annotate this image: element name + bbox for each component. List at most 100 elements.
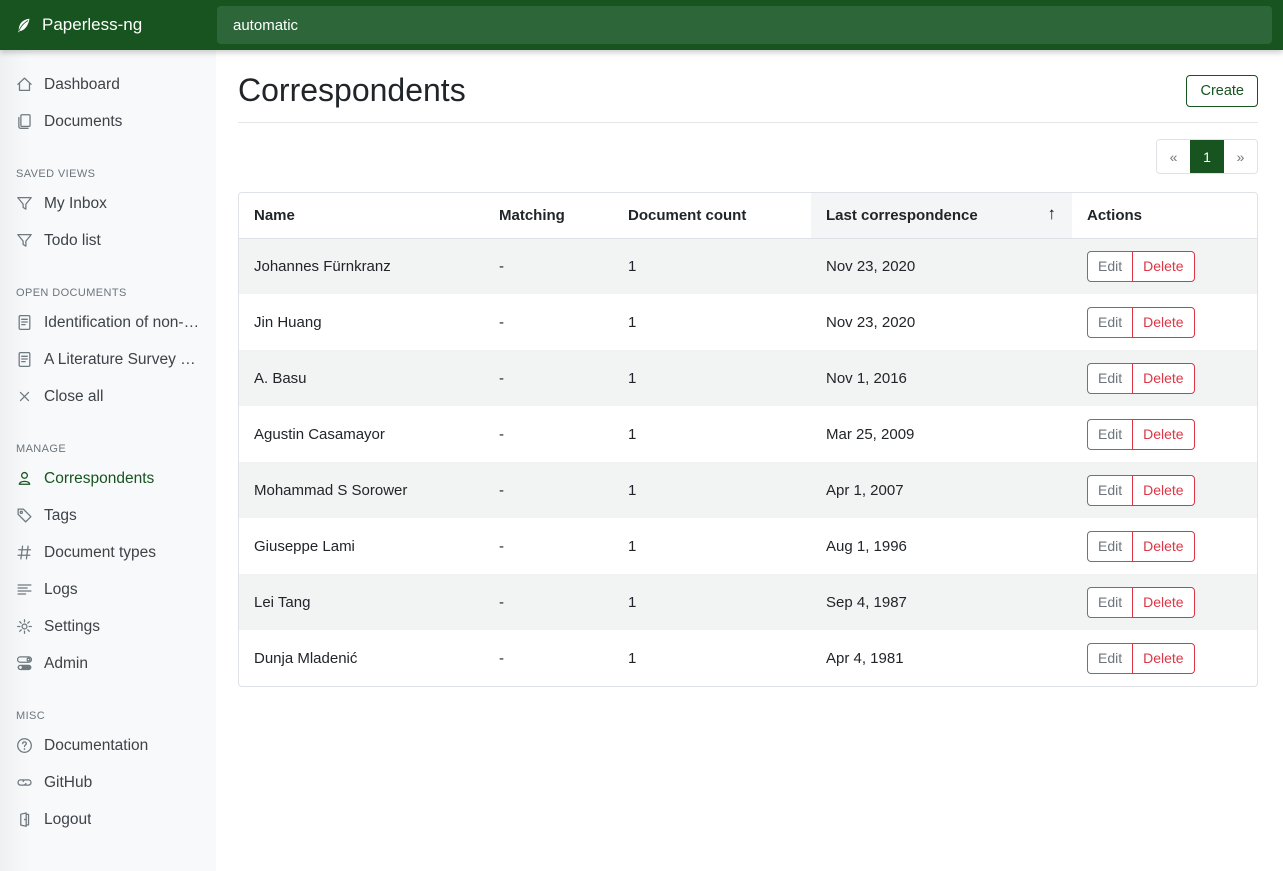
sidebar-item-logout[interactable]: Logout: [0, 801, 216, 838]
column-header-count[interactable]: Document count: [613, 193, 811, 239]
sidebar-item-documentation[interactable]: Documentation: [0, 727, 216, 764]
cell-last-correspondence: Nov 23, 2020: [826, 257, 916, 275]
cell-name: Dunja Mladenić: [254, 649, 358, 667]
cell-actions: Edit Delete: [1072, 574, 1257, 630]
sidebar-item-open-document-1[interactable]: Identification of non-fu...: [0, 304, 216, 341]
tag-icon: [16, 507, 33, 524]
sidebar-item-label: Documents: [44, 112, 123, 130]
app-brand-label: Paperless-ng: [42, 15, 143, 34]
cell-last-correspondence: Mar 25, 2009: [826, 425, 915, 443]
sidebar-item-label: Identification of non-fu...: [44, 313, 200, 331]
sidebar-item-label: Tags: [44, 506, 77, 524]
logs-icon: [16, 581, 33, 598]
app-brand[interactable]: Paperless-ng: [0, 15, 216, 35]
door-icon: [16, 811, 33, 828]
cell-actions: Edit Delete: [1072, 630, 1257, 686]
cell-document-count: 1: [628, 649, 637, 667]
edit-button[interactable]: Edit: [1087, 418, 1134, 450]
cell-document-count: 1: [628, 537, 637, 555]
cell-actions: Edit Delete: [1072, 294, 1257, 350]
sidebar-item-logs[interactable]: Logs: [0, 571, 216, 608]
cell-actions: Edit Delete: [1072, 350, 1257, 406]
column-header-name[interactable]: Name: [239, 193, 484, 239]
edit-button[interactable]: Edit: [1087, 250, 1134, 282]
pagination-page-1[interactable]: 1: [1190, 140, 1224, 173]
cell-matching: -: [499, 481, 504, 499]
row-actions-group: Edit Delete: [1087, 418, 1195, 450]
edit-button[interactable]: Edit: [1087, 306, 1134, 338]
table-body: Johannes Fürnkranz -1 Nov 23, 2020 Edit Dele…: [239, 238, 1257, 686]
sidebar-item-my-inbox[interactable]: My Inbox: [0, 185, 216, 222]
sidebar-item-dashboard[interactable]: Dashboard: [0, 66, 216, 103]
sidebar-section-title: MANAGE: [16, 443, 67, 455]
sidebar-item-document-types[interactable]: Document types: [0, 534, 216, 571]
table-header-row: Name Matching Document count Last correspon…: [239, 193, 1257, 239]
house-icon: [16, 76, 33, 93]
cell-name: Agustin Casamayor: [254, 425, 385, 443]
sidebar-item-open-document-2[interactable]: A Literature Survey on ...: [0, 341, 216, 378]
column-header-actions[interactable]: Actions: [1072, 193, 1257, 239]
column-header-last[interactable]: Last correspondence ↑: [811, 193, 1072, 239]
cell-document-count: 1: [628, 425, 637, 443]
cell-last-correspondence: Nov 1, 2016: [826, 369, 907, 387]
cell-last-correspondence: Apr 4, 1981: [826, 649, 904, 667]
edit-button[interactable]: Edit: [1087, 642, 1134, 674]
edit-button[interactable]: Edit: [1087, 530, 1134, 562]
sidebar: Dashboard Documents SAVED VIEWS My Inbox Tod…: [0, 50, 216, 871]
edit-button[interactable]: Edit: [1087, 474, 1134, 506]
sidebar-item-admin[interactable]: Admin: [0, 645, 216, 682]
top-navbar: Paperless-ng: [0, 0, 1283, 50]
delete-button[interactable]: Delete: [1132, 642, 1195, 674]
global-search-input[interactable]: [217, 6, 1272, 44]
cell-matching: -: [499, 537, 504, 555]
delete-button[interactable]: Delete: [1132, 474, 1195, 506]
table-row: Dunja Mladenić - 1 Apr 4, 1981 Edit Delete: [239, 630, 1257, 686]
search-container: [216, 6, 1283, 44]
correspondents-table-card: Name Matching Document count Last correspon…: [238, 192, 1258, 687]
table-row: Lei Tang - 1 Sep 4, 1987 Edit Delete: [239, 574, 1257, 630]
page-title: Correspondents: [238, 72, 466, 108]
delete-button[interactable]: Delete: [1132, 362, 1195, 394]
edit-button[interactable]: Edit: [1087, 586, 1134, 618]
sidebar-item-correspondents[interactable]: Correspondents: [0, 460, 216, 497]
pagination-container: « 1 »: [238, 139, 1258, 174]
delete-button[interactable]: Delete: [1132, 306, 1195, 338]
pagination-prev[interactable]: «: [1157, 140, 1190, 173]
delete-button[interactable]: Delete: [1132, 586, 1195, 618]
table-row: Mohammad S Sorower - 1 Apr 1, 2007 Edit Delet…: [239, 462, 1257, 518]
table-row: Jin Huang - 1 Nov 23, 2020 Edit Delete: [239, 294, 1257, 350]
sidebar-item-settings[interactable]: Settings: [0, 608, 216, 645]
delete-button[interactable]: Delete: [1132, 250, 1195, 282]
cell-document-count: 1: [628, 313, 637, 331]
sidebar-item-github[interactable]: GitHub: [0, 764, 216, 801]
cell-matching: -: [499, 369, 504, 387]
sidebar-item-label: Document types: [44, 543, 156, 561]
sidebar-item-documents[interactable]: Documents: [0, 103, 216, 140]
create-button[interactable]: Create: [1186, 74, 1258, 107]
cell-last-correspondence: Aug 1, 1996: [826, 537, 907, 555]
row-actions-group: Edit Delete: [1087, 642, 1195, 674]
sidebar-item-tags[interactable]: Tags: [0, 497, 216, 534]
sidebar-section-title: MISC: [16, 710, 46, 722]
correspondents-table: Name Matching Document count Last correspon…: [239, 193, 1257, 686]
delete-button[interactable]: Delete: [1132, 418, 1195, 450]
sidebar-item-close-all[interactable]: Close all: [0, 378, 216, 415]
close-icon: [16, 388, 33, 405]
sidebar-item-label: Correspondents: [44, 469, 155, 487]
pagination: « 1 »: [1156, 139, 1258, 174]
edit-button[interactable]: Edit: [1087, 362, 1134, 394]
row-actions-group: Edit Delete: [1087, 250, 1195, 282]
hash-icon: [16, 544, 33, 561]
paperless-feather-icon: [15, 17, 32, 34]
row-actions-group: Edit Delete: [1087, 306, 1195, 338]
sidebar-item-label: My Inbox: [44, 194, 107, 212]
sidebar-item-label: Dashboard: [44, 75, 120, 93]
cell-actions: Edit Delete: [1072, 462, 1257, 518]
column-header-matching[interactable]: Matching: [484, 193, 613, 239]
pagination-next[interactable]: »: [1224, 140, 1257, 173]
sidebar-section-title: OPEN DOCUMENTS: [16, 287, 127, 299]
cell-matching: -: [499, 649, 504, 667]
sidebar-item-todo-list[interactable]: Todo list: [0, 222, 216, 259]
delete-button[interactable]: Delete: [1132, 530, 1195, 562]
table-row: Johannes Fürnkranz - 1 Nov 23, 2020 Edit Dele…: [239, 238, 1257, 294]
